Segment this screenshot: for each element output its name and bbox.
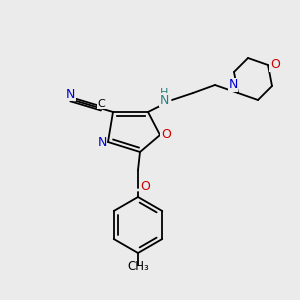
Text: C: C bbox=[98, 99, 105, 109]
Text: N: N bbox=[159, 94, 169, 106]
Text: N: N bbox=[228, 79, 238, 92]
Text: O: O bbox=[161, 128, 171, 142]
Text: O: O bbox=[140, 179, 150, 193]
Text: O: O bbox=[270, 58, 280, 71]
Text: CH₃: CH₃ bbox=[127, 260, 149, 274]
Text: N: N bbox=[97, 136, 107, 148]
Text: N: N bbox=[66, 88, 76, 101]
Text: H: H bbox=[160, 88, 168, 98]
